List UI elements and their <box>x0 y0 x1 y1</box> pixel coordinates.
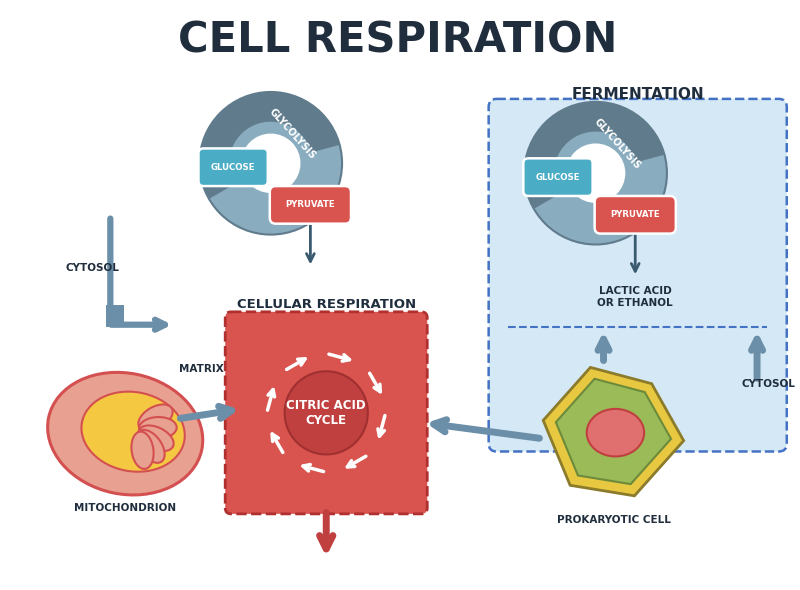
Ellipse shape <box>138 425 174 451</box>
Circle shape <box>285 371 368 454</box>
Circle shape <box>524 102 667 244</box>
FancyBboxPatch shape <box>270 186 351 224</box>
Ellipse shape <box>131 431 154 469</box>
Polygon shape <box>199 92 340 199</box>
Text: GLUCOSE: GLUCOSE <box>211 163 255 172</box>
FancyBboxPatch shape <box>226 312 427 514</box>
FancyBboxPatch shape <box>523 158 593 196</box>
Text: CYTOSOL: CYTOSOL <box>66 263 119 273</box>
Circle shape <box>241 133 301 193</box>
FancyBboxPatch shape <box>489 99 786 451</box>
Polygon shape <box>524 102 665 209</box>
Text: CITRIC ACID
CYCLE: CITRIC ACID CYCLE <box>286 399 366 427</box>
Text: FERMENTATION: FERMENTATION <box>571 87 704 103</box>
Text: MATRIX: MATRIX <box>179 364 224 374</box>
Text: CELL RESPIRATION: CELL RESPIRATION <box>178 19 618 61</box>
Text: PYRUVATE: PYRUVATE <box>610 210 660 219</box>
Ellipse shape <box>136 430 165 463</box>
Text: CELLULAR RESPIRATION: CELLULAR RESPIRATION <box>237 299 416 312</box>
Circle shape <box>255 342 398 484</box>
Ellipse shape <box>138 405 173 431</box>
Ellipse shape <box>139 417 177 439</box>
Polygon shape <box>211 171 224 184</box>
Ellipse shape <box>82 392 185 472</box>
Circle shape <box>566 143 626 203</box>
Ellipse shape <box>48 372 202 495</box>
Text: LACTIC ACID
OR ETHANOL: LACTIC ACID OR ETHANOL <box>598 286 673 308</box>
Text: CYTOSOL: CYTOSOL <box>741 379 795 389</box>
FancyBboxPatch shape <box>198 149 268 186</box>
Text: GLUCOSE: GLUCOSE <box>536 173 580 182</box>
FancyBboxPatch shape <box>594 196 676 234</box>
Circle shape <box>199 92 342 235</box>
Polygon shape <box>536 181 549 194</box>
Text: GLYCOLYSIS: GLYCOLYSIS <box>267 106 318 161</box>
Bar <box>106 305 124 327</box>
Text: GLYCOLYSIS: GLYCOLYSIS <box>592 116 642 171</box>
Text: PROKARYOTIC CELL: PROKARYOTIC CELL <box>557 515 670 525</box>
Text: PYRUVATE: PYRUVATE <box>286 201 335 209</box>
Ellipse shape <box>586 409 644 457</box>
Polygon shape <box>543 368 684 496</box>
Polygon shape <box>556 379 671 484</box>
Text: MITOCHONDRION: MITOCHONDRION <box>74 503 176 513</box>
